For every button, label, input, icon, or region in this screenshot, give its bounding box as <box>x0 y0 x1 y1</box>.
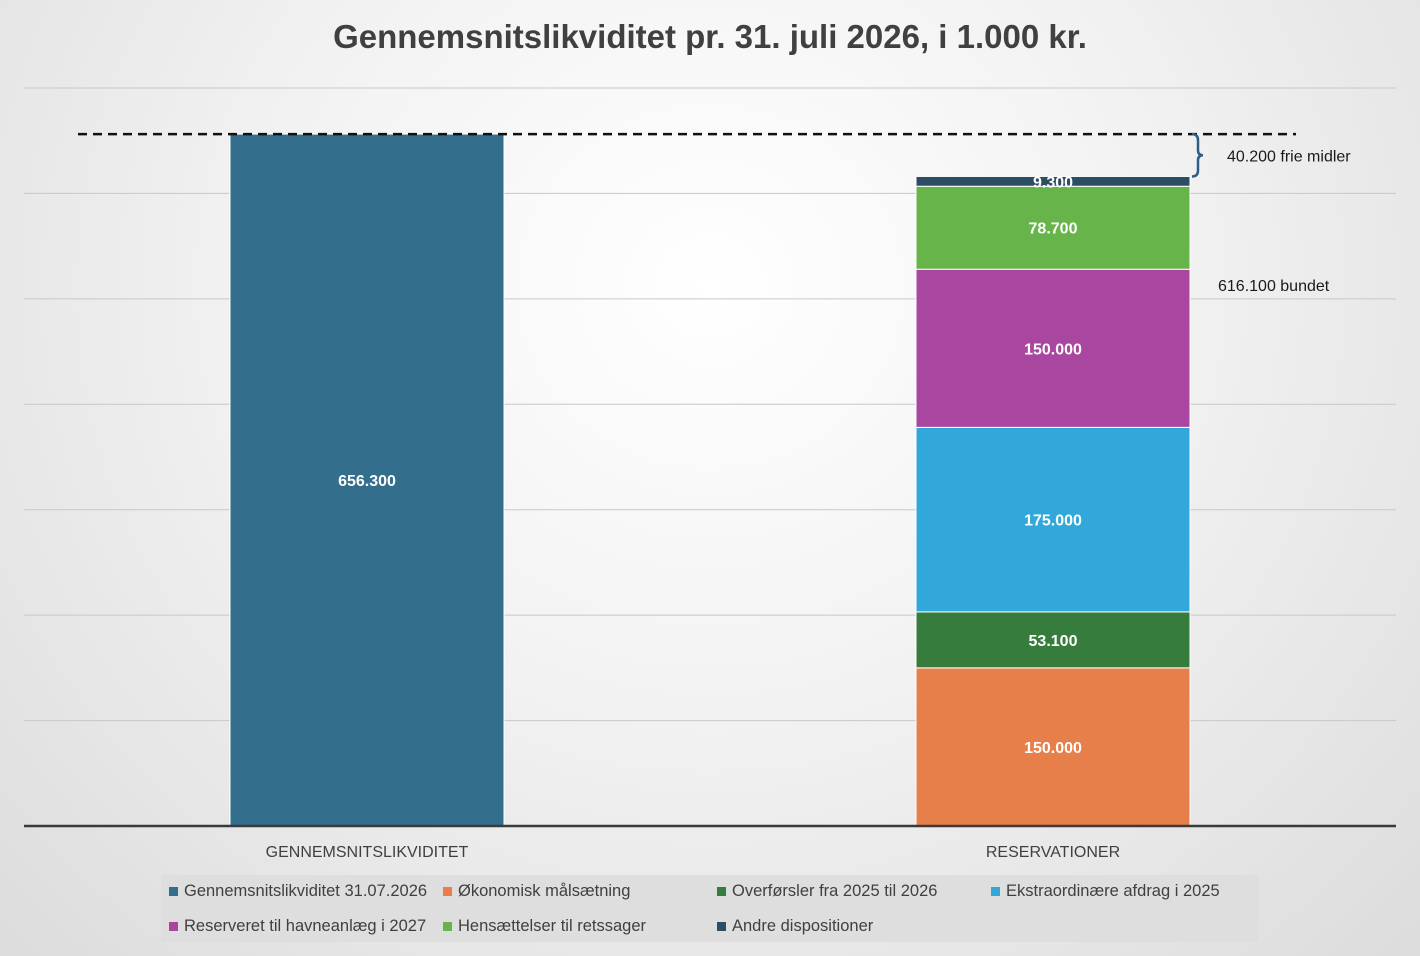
legend-swatch <box>443 922 452 931</box>
chart-plot: 656.300 GENNEMSNITSLIKVIDITET 150.000 53.10… <box>24 87 1396 861</box>
legend-item-reserveret-til-havneanlaeg-i-2027: Reserveret til havneanlæg i 2027 <box>169 917 426 936</box>
legend-item-hensaettelser-til-retssager: Hensættelser til retssager <box>443 917 646 936</box>
bar-ekstraordinaere-afdrag-i-2025 <box>915 426 1191 613</box>
legend-label: Gennemsnitslikviditet 31.07.2026 <box>184 882 428 900</box>
x-tick-label: GENNEMSNITSLIKVIDITET <box>266 844 469 861</box>
legend-swatch <box>717 922 726 931</box>
bar-reserveret-til-havneanlaeg-i-2027 <box>915 268 1191 428</box>
legend-label: Reserveret til havneanlæg i 2027 <box>184 917 427 935</box>
bar-hensaettelser-til-retssager <box>915 185 1191 270</box>
legend-label: Hensættelser til retssager <box>458 917 646 935</box>
legend-item-ekstraordinaere-afdrag-i-2025: Ekstraordinære afdrag i 2025 <box>991 882 1220 901</box>
legend-label: Andre dispositioner <box>732 917 874 935</box>
legend-label: Ekstraordinære afdrag i 2025 <box>1006 882 1220 900</box>
legend-swatch <box>443 887 452 896</box>
data-label: 53.100 <box>1029 633 1078 650</box>
bracket <box>1191 132 1204 178</box>
legend-item-okonomisk-malsaetning: Økonomisk målsætning <box>443 882 630 901</box>
legend-item-overforsler-fra-2025-til-2026: Overførsler fra 2025 til 2026 <box>717 882 937 901</box>
data-label: 175.000 <box>1024 513 1082 530</box>
data-label: 9.300 <box>1033 174 1073 191</box>
data-label: 656.300 <box>338 473 396 490</box>
legend-label: Overførsler fra 2025 til 2026 <box>732 882 938 900</box>
annotation-bundet: 616.100 bundet <box>1218 278 1330 295</box>
data-label: 150.000 <box>1024 740 1082 757</box>
legend-label: Økonomisk målsætning <box>458 882 631 900</box>
legend-swatch <box>991 887 1000 896</box>
bar-okonomisk-malsaetning <box>915 667 1191 827</box>
legend-swatch <box>169 887 178 896</box>
legend-item-gennemsnitslikviditet-31-07-2026: Gennemsnitslikviditet 31.07.2026 <box>169 882 427 901</box>
legend-item-andre-dispositioner: Andre dispositioner <box>717 917 873 936</box>
bar-andre-dispositioner <box>915 175 1191 187</box>
x-tick-label: RESERVATIONER <box>986 844 1120 861</box>
data-label: 78.700 <box>1029 221 1078 238</box>
chart-legend: Gennemsnitslikviditet 31.07.2026 Økonomis… <box>161 875 1259 942</box>
annotation-frie-midler: 40.200 frie midler <box>1227 148 1351 165</box>
legend-swatch <box>717 887 726 896</box>
legend-swatch <box>169 922 178 931</box>
bar-gennemsnitslikviditet-31-07-2026 <box>229 133 505 827</box>
data-label: 150.000 <box>1024 341 1082 358</box>
bar-overforsler-fra-2025-til-2026 <box>915 611 1191 669</box>
chart-title: Gennemsnitslikviditet pr. 31. juli 2026,… <box>333 18 1087 55</box>
